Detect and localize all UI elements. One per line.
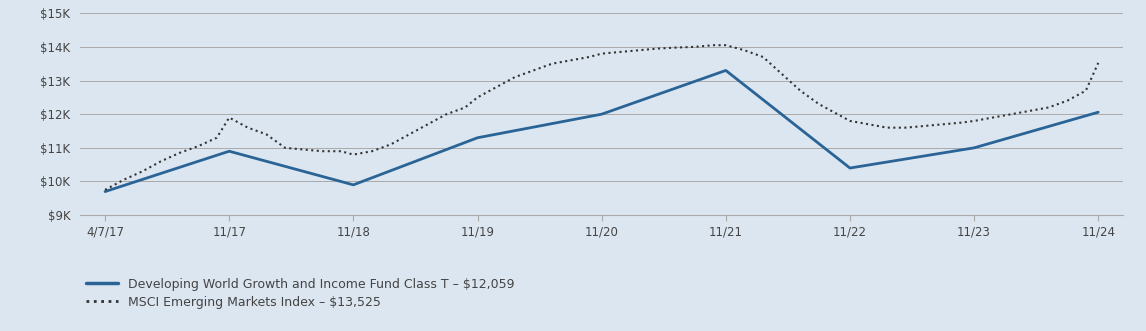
MSCI Emerging Markets Index – $13,525 — [813, 102, 826, 106]
MSCI Emerging Markets Index – $13,525 — [154, 159, 167, 163]
MSCI Emerging Markets Index – $13,525 — [793, 89, 807, 93]
Developing World Growth and Income Fund Class T – $12,059 — [99, 190, 112, 194]
MSCI Emerging Markets Index – $13,525 — [526, 69, 540, 72]
Developing World Growth and Income Fund Class T – $12,059 — [843, 166, 857, 170]
Line: Developing World Growth and Income Fund Class T – $12,059: Developing World Growth and Income Fund … — [105, 71, 1098, 192]
Developing World Growth and Income Fund Class T – $12,059 — [1091, 110, 1105, 114]
MSCI Emerging Markets Index – $13,525 — [99, 188, 112, 192]
Legend: Developing World Growth and Income Fund Class T – $12,059, MSCI Emerging Markets: Developing World Growth and Income Fund … — [86, 278, 515, 309]
Developing World Growth and Income Fund Class T – $12,059 — [471, 136, 485, 140]
MSCI Emerging Markets Index – $13,525 — [1091, 61, 1105, 65]
Developing World Growth and Income Fund Class T – $12,059 — [222, 149, 236, 153]
Line: MSCI Emerging Markets Index – $13,525: MSCI Emerging Markets Index – $13,525 — [105, 45, 1098, 190]
Developing World Growth and Income Fund Class T – $12,059 — [595, 112, 609, 116]
MSCI Emerging Markets Index – $13,525 — [135, 169, 149, 173]
MSCI Emerging Markets Index – $13,525 — [366, 149, 379, 153]
Developing World Growth and Income Fund Class T – $12,059 — [346, 183, 360, 187]
Developing World Growth and Income Fund Class T – $12,059 — [719, 69, 732, 72]
MSCI Emerging Markets Index – $13,525 — [706, 43, 721, 47]
Developing World Growth and Income Fund Class T – $12,059 — [967, 146, 981, 150]
